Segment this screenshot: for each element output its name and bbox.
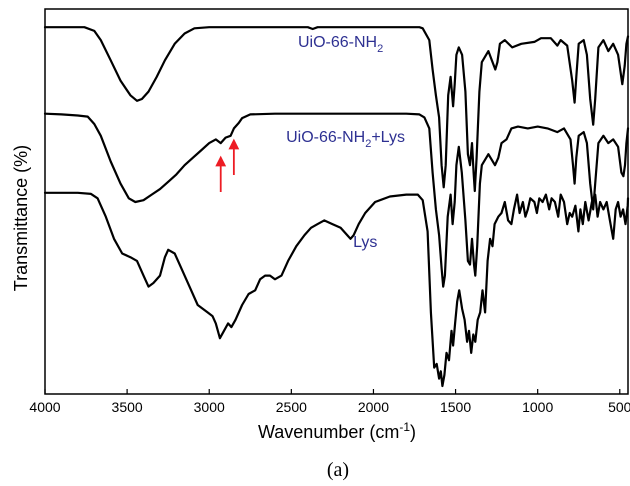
x-axis-title-text: Wavenumber (cm <box>258 422 399 442</box>
series-label-1: UiO-66-NH2 <box>298 34 383 55</box>
x-tick-label: 1000 <box>522 399 553 415</box>
series-label-2: UiO-66-NH2+Lys <box>286 129 405 150</box>
spectrum-line-1 <box>43 26 630 193</box>
x-axis-title-close: ) <box>410 422 416 442</box>
x-tick-label: 3500 <box>112 399 143 415</box>
x-axis-title: Wavenumber (cm-1) <box>258 420 416 442</box>
x-axis-ticks: 4000 3500 3000 2500 2000 1500 1000 500 <box>29 389 630 415</box>
series-lines <box>43 26 630 388</box>
series-label-3: Lys <box>353 234 377 251</box>
annotation-arrows <box>215 138 240 192</box>
x-tick-label: 3000 <box>194 399 225 415</box>
x-axis-title-superscript: -1 <box>399 420 410 434</box>
x-tick-label: 2000 <box>358 399 389 415</box>
y-axis-title: Transmittance (%) <box>11 145 31 291</box>
figure-caption: (a) <box>327 459 349 481</box>
x-tick-label: 4000 <box>29 399 60 415</box>
x-tick-label: 500 <box>608 399 630 415</box>
plot-frame <box>44 8 629 395</box>
spectrum-line-2 <box>43 112 630 288</box>
spectrum-line-3 <box>43 191 630 388</box>
x-tick-label: 2500 <box>276 399 307 415</box>
x-tick-label: 1500 <box>440 399 471 415</box>
series-labels: UiO-66-NH2 UiO-66-NH2+Lys Lys <box>286 34 405 251</box>
